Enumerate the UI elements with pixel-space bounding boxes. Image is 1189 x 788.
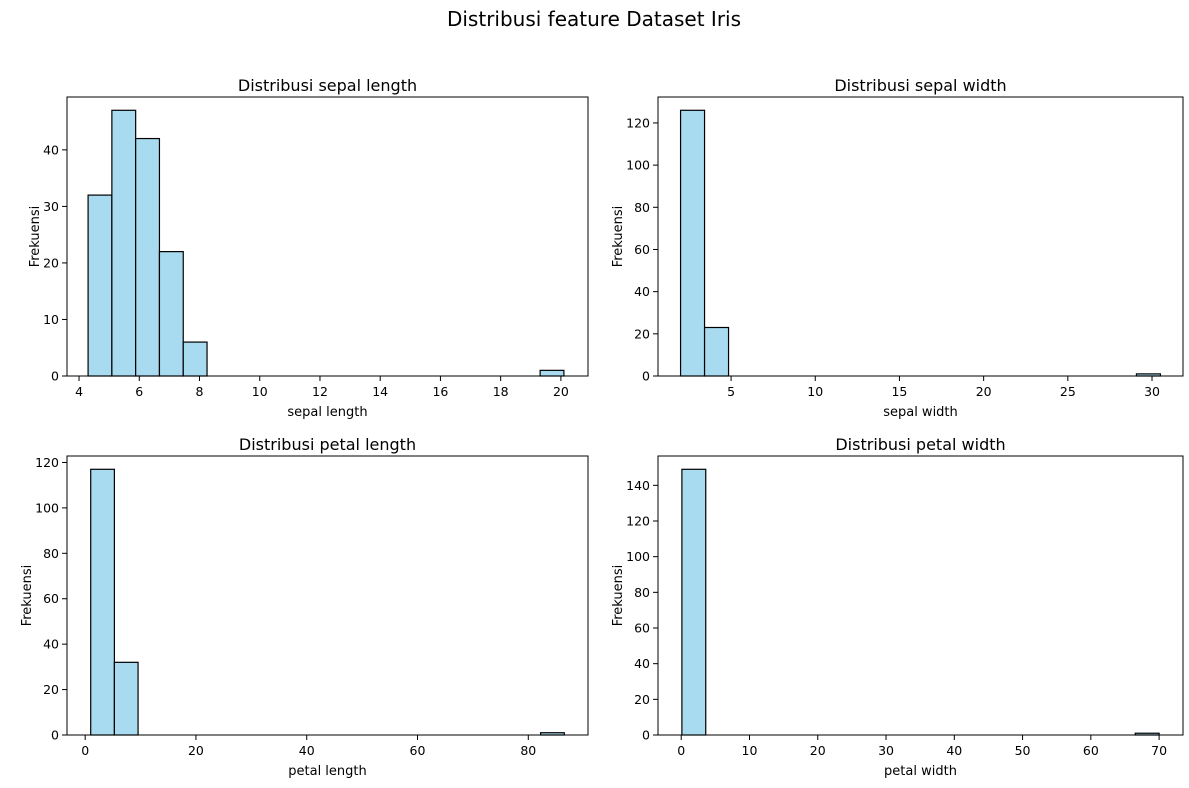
- chart-sepal-length-bar: [158, 251, 184, 377]
- chart-sepal-width-y-tick-label: 120: [626, 115, 650, 130]
- chart-sepal-width-xlabel: sepal width: [883, 405, 958, 420]
- chart-petal-length-x-tick-label: 40: [299, 743, 315, 758]
- chart-sepal-length-ylabel: Frekuensi: [28, 206, 43, 268]
- chart-sepal-length-y-tick-label: 20: [43, 255, 59, 270]
- chart-sepal-length-x-tick-label: 18: [493, 384, 509, 399]
- chart-sepal-width-x-tick-label: 15: [891, 384, 907, 399]
- chart-sepal-width-x-tick-label: 20: [976, 384, 992, 399]
- chart-petal-length-y-tick-label: 60: [43, 591, 59, 606]
- chart-petal-width-x-tick-label: 10: [742, 743, 758, 758]
- chart-petal-width-x-tick-label: 30: [878, 743, 894, 758]
- chart-sepal-width-y-tick-label: 80: [634, 200, 650, 215]
- chart-sepal-width-bar: [703, 326, 730, 377]
- chart-petal-length-y-tick-label: 100: [35, 500, 59, 515]
- chart-petal-length-axes-frame: [66, 455, 589, 736]
- chart-petal-width-y-tick-label: 40: [634, 656, 650, 671]
- chart-sepal-width-x-tick-label: 10: [807, 384, 823, 399]
- chart-sepal-length-x-tick-label: 20: [553, 384, 569, 399]
- chart-sepal-length-panel: 4 6 8 10 12 14 16 18 20 0 10 20 30 40 Distribusi sepal…: [28, 76, 589, 420]
- chart-sepal-width-title: Distribusi sepal width: [834, 76, 1006, 95]
- chart-sepal-length-bar: [111, 109, 137, 377]
- chart-sepal-length-bar: [87, 194, 113, 377]
- chart-petal-length-y-tick-label: 80: [43, 546, 59, 561]
- chart-petal-width-y-tick-label: 100: [626, 549, 650, 564]
- chart-petal-width-xlabel: petal width: [884, 764, 957, 779]
- chart-sepal-width-bar: [679, 109, 706, 377]
- chart-petal-length-xlabel: petal length: [288, 764, 367, 779]
- chart-petal-length-x-tick-label: 20: [188, 743, 204, 758]
- chart-petal-width-ylabel: Frekuensi: [611, 565, 626, 627]
- chart-sepal-length-bar: [135, 137, 161, 377]
- chart-petal-length-bar: [90, 468, 115, 736]
- chart-petal-length-y-tick-label: 120: [35, 455, 59, 470]
- chart-sepal-length-x-tick-label: 16: [432, 384, 448, 399]
- chart-sepal-width-x-tick-label: 30: [1144, 384, 1160, 399]
- chart-sepal-length-x-tick-label: 12: [312, 384, 328, 399]
- chart-sepal-length-x-tick-label: 10: [252, 384, 268, 399]
- chart-sepal-length-y-tick-label: 0: [51, 369, 59, 384]
- chart-petal-length-x-tick-label: 80: [520, 743, 536, 758]
- chart-petal-width-y-tick-label: 60: [634, 621, 650, 636]
- chart-petal-width-x-tick-label: 20: [810, 743, 826, 758]
- chart-sepal-width-y-tick-label: 60: [634, 242, 650, 257]
- chart-sepal-length-title: Distribusi sepal length: [238, 76, 417, 95]
- chart-sepal-width-axes-frame: [657, 96, 1184, 377]
- chart-petal-length-title: Distribusi petal length: [239, 435, 416, 454]
- chart-sepal-width-x-tick-label: 25: [1060, 384, 1076, 399]
- chart-sepal-length-x-tick-label: 6: [135, 384, 143, 399]
- chart-petal-length-y-tick-label: 40: [43, 637, 59, 652]
- chart-sepal-width-ylabel: Frekuensi: [611, 206, 626, 268]
- figure-title: Distribusi feature Dataset Iris: [447, 7, 741, 31]
- chart-sepal-width-y-tick-label: 20: [634, 326, 650, 341]
- chart-petal-length-x-tick-label: 0: [81, 743, 89, 758]
- chart-sepal-width-y-tick-label: 100: [626, 158, 650, 173]
- chart-sepal-length-x-tick-label: 8: [196, 384, 204, 399]
- chart-petal-length-x-tick-label: 60: [410, 743, 426, 758]
- chart-petal-length-y-tick-label: 0: [51, 728, 59, 743]
- chart-sepal-width-y-tick-label: 0: [642, 369, 650, 384]
- chart-sepal-width-y-tick-label: 40: [634, 284, 650, 299]
- chart-petal-width-y-tick-label: 120: [626, 514, 650, 529]
- chart-petal-width-x-tick-label: 40: [946, 743, 962, 758]
- chart-sepal-length-y-tick-label: 30: [43, 199, 59, 214]
- chart-petal-length-ylabel: Frekuensi: [20, 565, 35, 627]
- chart-sepal-width-panel: 5 10 15 20 25 30 0 20 40 60 80 100 120 Distribusi sep…: [611, 76, 1184, 420]
- chart-sepal-length-bar: [539, 369, 565, 377]
- chart-sepal-length-bar: [182, 341, 208, 377]
- chart-sepal-length-xlabel: sepal length: [287, 405, 367, 420]
- chart-petal-width-axes-frame: [657, 455, 1184, 736]
- chart-sepal-length-y-tick-label: 40: [43, 142, 59, 157]
- chart-petal-width-bar: [681, 468, 707, 736]
- chart-petal-width-y-tick-label: 20: [634, 692, 650, 707]
- chart-sepal-length-x-tick-label: 4: [75, 384, 83, 399]
- chart-petal-width-x-tick-label: 70: [1151, 743, 1167, 758]
- chart-petal-width-x-tick-label: 0: [677, 743, 685, 758]
- chart-petal-width-y-tick-label: 80: [634, 585, 650, 600]
- chart-petal-width-y-tick-label: 140: [626, 478, 650, 493]
- chart-petal-width-panel: 0 10 20 30 40 50 60 70 0 20 40 60 80 100 120 140 Distrib…: [611, 435, 1184, 779]
- chart-sepal-length-x-tick-label: 14: [372, 384, 388, 399]
- chart-petal-width-x-tick-label: 50: [1015, 743, 1031, 758]
- chart-sepal-length-axes-frame: [66, 96, 589, 377]
- chart-petal-width-y-tick-label: 0: [642, 728, 650, 743]
- chart-sepal-length-y-tick-label: 10: [43, 312, 59, 327]
- chart-petal-width-title: Distribusi petal width: [835, 435, 1005, 454]
- chart-petal-length-y-tick-label: 20: [43, 682, 59, 697]
- chart-petal-width-x-tick-label: 60: [1083, 743, 1099, 758]
- chart-petal-length-bar: [113, 661, 139, 736]
- chart-petal-length-panel: 0 20 40 60 80 0 20 40 60 80 100 120 Distribusi petal…: [20, 435, 589, 779]
- chart-sepal-width-x-tick-label: 5: [727, 384, 735, 399]
